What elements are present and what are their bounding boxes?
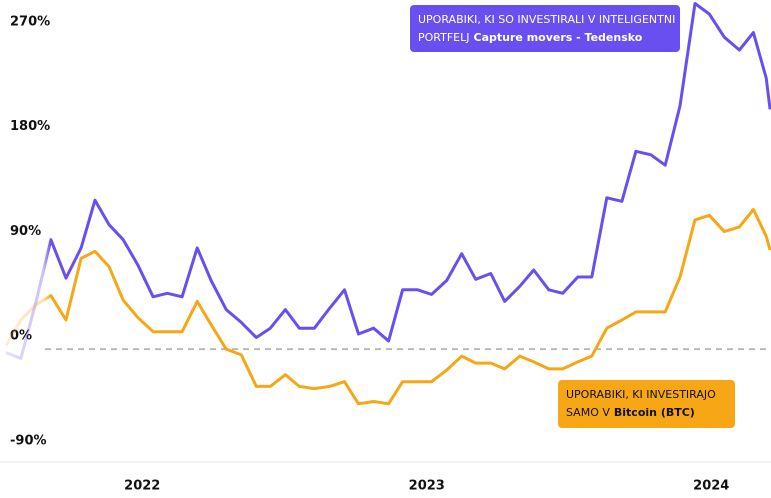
series-label-line: UPORABIKI, KI SO INVESTIRALI V INTELIGEN… <box>418 13 675 26</box>
series-label-bold: Capture movers - Tedensko <box>474 31 643 44</box>
series-line <box>4 208 771 406</box>
y-tick-label: -90% <box>10 433 47 448</box>
series-label-line: PORTFELJ Capture movers - Tedensko <box>418 31 643 44</box>
series-label-text: PORTFELJ <box>418 31 470 44</box>
x-tick-label: 2023 <box>409 479 445 494</box>
series-label-text: SAMO V <box>566 406 610 419</box>
y-tick-label: 180% <box>10 119 50 134</box>
y-tick-label: 90% <box>10 224 41 239</box>
series-label-line: SAMO V Bitcoin (BTC) <box>566 406 695 419</box>
x-tick-label: 2022 <box>124 479 160 494</box>
series-label-box <box>558 380 735 428</box>
series-label-box <box>410 5 680 52</box>
series-label-bold: Bitcoin (BTC) <box>614 406 695 419</box>
series-label-line: UPORABIKI, KI INVESTIRAJO <box>566 388 716 401</box>
series-line <box>5 2 771 360</box>
y-tick-label: 270% <box>10 14 50 29</box>
x-tick-label: 2024 <box>693 479 729 494</box>
